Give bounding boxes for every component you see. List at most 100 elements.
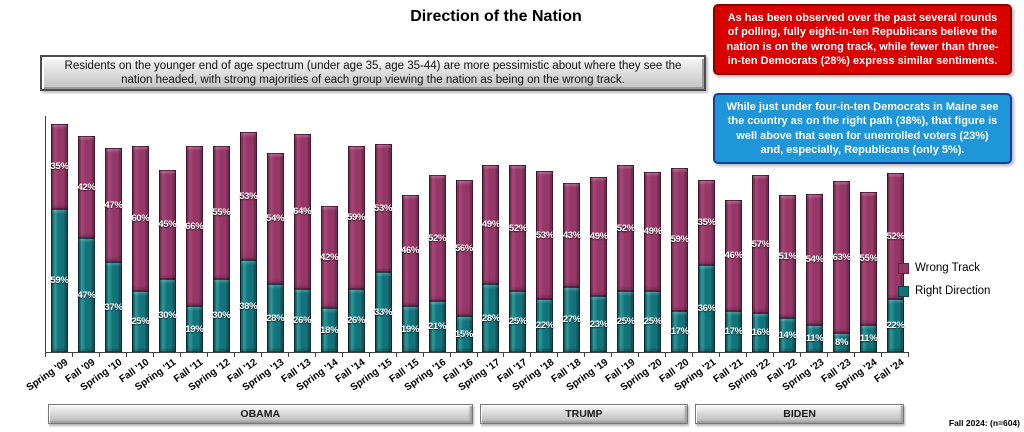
- bar-segment-wrong-track: 49%: [482, 165, 500, 284]
- bar-value-label: 11%: [859, 333, 878, 344]
- bar-value-label: 42%: [320, 251, 339, 263]
- bar-segment-right-direction: 14%: [778, 318, 797, 352]
- bar-segment-wrong-track: 49%: [644, 172, 662, 291]
- axis-tick: [908, 353, 909, 357]
- bar-segment-right-direction: 27%: [562, 287, 581, 352]
- bar-segment-wrong-track: 60%: [131, 146, 150, 291]
- bar-value-label: 47%: [104, 199, 123, 211]
- bar-value-label: 19%: [401, 323, 420, 335]
- bar-value-label: 45%: [158, 219, 177, 230]
- bar-value-label: 11%: [805, 333, 824, 344]
- bar-segment-right-direction: 22%: [536, 299, 554, 352]
- axis-tick: [314, 353, 316, 357]
- bar-value-label: 30%: [158, 310, 177, 321]
- chart-title: Direction of the Nation: [410, 8, 582, 25]
- axis-tick: [449, 353, 451, 357]
- bar-value-label: 49%: [589, 231, 608, 242]
- bar-segment-wrong-track: 55%: [212, 146, 231, 279]
- axis-tick: [854, 353, 856, 357]
- democrats-callout-text: While just under four-in-ten Democrats i…: [726, 101, 999, 156]
- bar-segment-right-direction: 11%: [805, 325, 824, 352]
- president-band-obama: OBAMA: [48, 404, 473, 424]
- bar-value-label: 59%: [670, 234, 689, 245]
- bar-value-label: 33%: [374, 306, 393, 318]
- axis-tick: [665, 353, 667, 357]
- bar-segment-wrong-track: 49%: [589, 177, 608, 296]
- bar-value-label: 54%: [266, 213, 285, 224]
- bar-segment-wrong-track: 55%: [859, 192, 878, 325]
- bar-segment-wrong-track: 57%: [751, 175, 770, 313]
- bar-value-label: 25%: [131, 316, 150, 327]
- axis-tick: [773, 353, 775, 357]
- legend-swatch-icon: [898, 285, 909, 297]
- bar-segment-right-direction: 25%: [644, 291, 662, 352]
- summary-callout-text: Residents on the younger end of age spec…: [64, 59, 682, 86]
- bar-segment-wrong-track: 66%: [185, 146, 204, 306]
- bar-value-label: 21%: [427, 321, 447, 332]
- bar-segment-right-direction: 26%: [293, 289, 312, 352]
- bar-segment-wrong-track: 42%: [77, 136, 96, 238]
- bar-value-label: 57%: [751, 238, 770, 250]
- legend-label: Right Direction: [915, 285, 991, 297]
- plot-area: 59% 35% 47% 42% 37% 47% 25% 60% 30% 45% 19% 66% 30% 5…: [45, 116, 909, 357]
- bar-value-label: 46%: [401, 245, 420, 256]
- republicans-callout-text: As has been observed over the past sever…: [726, 12, 999, 67]
- axis-tick: [611, 353, 613, 357]
- bar-value-label: 23%: [589, 318, 608, 330]
- bar-segment-right-direction: 19%: [185, 306, 204, 352]
- bar-value-label: 28%: [266, 312, 285, 324]
- bar-value-label: 60%: [131, 213, 150, 224]
- bar-value-label: 37%: [104, 301, 123, 313]
- legend-item: Wrong Track: [898, 262, 990, 274]
- axis-tick: [179, 353, 181, 357]
- bar-segment-right-direction: 17%: [671, 311, 689, 352]
- bar-value-label: 56%: [454, 242, 474, 254]
- bar-value-label: 15%: [454, 328, 474, 340]
- axis-tick: [395, 353, 397, 357]
- axis-tick: [368, 353, 370, 357]
- bar-value-label: 22%: [886, 320, 905, 331]
- bar-value-label: 35%: [50, 161, 69, 172]
- bar-segment-wrong-track: 52%: [617, 165, 635, 291]
- bar-value-label: 59%: [347, 212, 366, 223]
- bar-value-label: 30%: [212, 310, 231, 321]
- axis-tick: [45, 353, 46, 357]
- axis-tick: [530, 353, 532, 357]
- axis-tick: [341, 353, 343, 357]
- bar-segment-wrong-track: 53%: [239, 132, 258, 260]
- bar-segment-wrong-track: 35%: [698, 180, 716, 265]
- bar-segment-right-direction: 25%: [131, 291, 150, 352]
- bar-segment-right-direction: 11%: [859, 325, 878, 352]
- axis-tick: [98, 353, 100, 357]
- bar-segment-wrong-track: 54%: [266, 153, 285, 284]
- bar-value-label: 53%: [374, 202, 393, 214]
- bar-segment-right-direction: 22%: [886, 299, 905, 352]
- bar-value-label: 18%: [320, 324, 339, 336]
- bar-value-label: 42%: [77, 181, 96, 193]
- bar-value-label: 14%: [778, 329, 797, 341]
- bar-value-label: 53%: [535, 229, 554, 241]
- bar-segment-wrong-track: 46%: [725, 200, 743, 311]
- president-band-biden: BIDEN: [695, 404, 904, 424]
- bar-segment-right-direction: 33%: [374, 272, 393, 352]
- bar-segment-right-direction: 18%: [320, 308, 339, 352]
- bar-segment-right-direction: 30%: [212, 279, 231, 352]
- axis-tick: [206, 353, 208, 357]
- bar-value-label: 27%: [562, 314, 581, 325]
- bar-value-label: 28%: [481, 312, 501, 324]
- bar-segment-wrong-track: 53%: [374, 144, 393, 272]
- sample-size-footnote: Fall 2024: (n=604): [948, 418, 1020, 428]
- axis-tick: [287, 353, 289, 357]
- bar-value-label: 55%: [859, 253, 878, 264]
- bar-segment-right-direction: 25%: [617, 291, 635, 352]
- axis-tick: [503, 353, 505, 357]
- bar-value-label: 55%: [212, 207, 231, 218]
- bar-value-label: 51%: [778, 251, 797, 262]
- bar-segment-wrong-track: 53%: [535, 171, 554, 299]
- bar-value-label: 19%: [185, 323, 204, 335]
- bar-segment-wrong-track: 47%: [104, 148, 123, 262]
- axis-tick: [476, 353, 478, 357]
- axis-tick: [800, 353, 802, 357]
- legend-label: Wrong Track: [915, 262, 980, 274]
